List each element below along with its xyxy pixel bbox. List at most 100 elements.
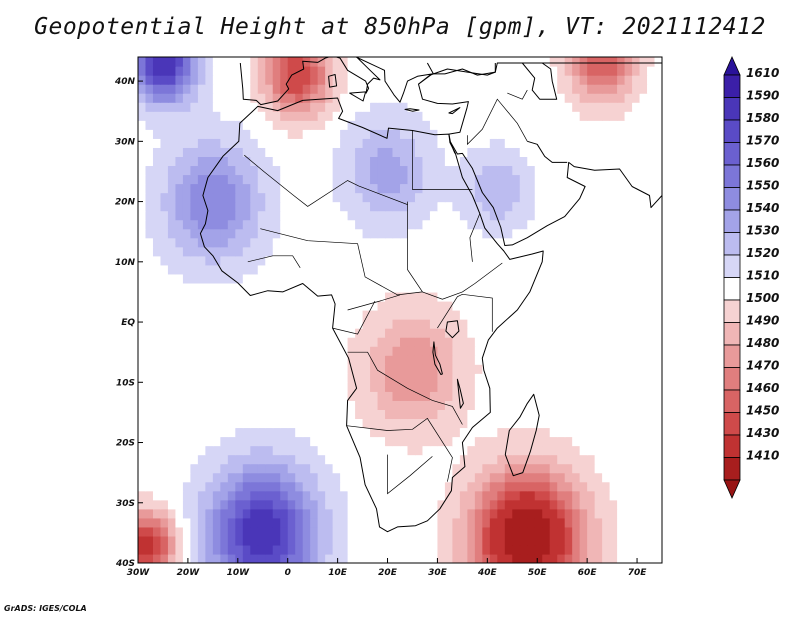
- field-cell: [182, 129, 191, 139]
- field-cell: [422, 400, 431, 410]
- field-cell: [534, 111, 543, 121]
- field-cell: [482, 147, 491, 157]
- field-cell: [160, 57, 169, 67]
- field-cell: [197, 436, 206, 447]
- field-cell: [549, 156, 558, 167]
- field-cell: [527, 147, 536, 157]
- field-cell: [429, 544, 439, 555]
- field-cell: [317, 319, 326, 329]
- field-cell: [624, 264, 633, 275]
- field-cell: [407, 535, 416, 546]
- field-cell: [444, 264, 453, 275]
- field-cell: [145, 102, 154, 112]
- field-cell: [564, 138, 573, 148]
- field-cell: [257, 138, 266, 148]
- field-cell: [385, 66, 394, 76]
- field-cell: [564, 517, 573, 528]
- field-cell: [504, 273, 513, 284]
- field-cell: [542, 508, 551, 519]
- field-cell: [212, 463, 221, 474]
- field-cell: [400, 517, 409, 528]
- field-cell: [362, 418, 371, 429]
- field-cell: [377, 147, 386, 157]
- field-cell: [377, 526, 386, 537]
- field-cell: [437, 138, 446, 148]
- field-cell: [474, 102, 483, 112]
- field-cell: [257, 84, 266, 94]
- field-cell: [444, 300, 453, 311]
- field-cell: [197, 255, 206, 266]
- field-cell: [355, 328, 364, 338]
- field-cell: [227, 310, 236, 320]
- field-cell: [489, 310, 498, 320]
- field-cell: [152, 282, 162, 293]
- field-cell: [647, 165, 656, 176]
- field-cell: [220, 544, 229, 555]
- field-cell: [310, 355, 319, 365]
- field-cell: [594, 219, 603, 230]
- field-cell: [482, 391, 491, 401]
- field-cell: [190, 228, 199, 239]
- field-cell: [647, 102, 656, 112]
- field-cell: [160, 346, 169, 356]
- field-cell: [519, 535, 528, 546]
- field-cell: [332, 120, 341, 130]
- field-cell: [265, 84, 274, 94]
- field-cell: [632, 273, 641, 284]
- field-cell: [654, 490, 662, 501]
- field-cell: [287, 84, 296, 94]
- field-cell: [624, 66, 633, 76]
- field-cell: [549, 454, 558, 465]
- field-cell: [579, 346, 588, 356]
- field-cell: [534, 201, 543, 212]
- field-cell: [542, 102, 551, 112]
- field-cell: [325, 373, 334, 383]
- field-cell: [227, 427, 236, 438]
- field-cell: [407, 93, 416, 103]
- field-cell: [355, 553, 364, 563]
- field-cell: [639, 319, 648, 329]
- field-cell: [437, 310, 446, 320]
- field-cell: [639, 346, 648, 356]
- field-cell: [220, 481, 229, 492]
- field-cell: [400, 66, 409, 76]
- field-cell: [459, 472, 468, 483]
- field-cell: [167, 111, 177, 121]
- field-cell: [564, 427, 573, 438]
- field-cell: [197, 66, 206, 76]
- field-cell: [549, 310, 558, 320]
- field-cell: [527, 454, 536, 465]
- field-cell: [377, 66, 386, 76]
- field-cell: [175, 129, 184, 139]
- field-cell: [534, 273, 543, 284]
- field-cell: [227, 264, 236, 275]
- field-cell: [444, 544, 453, 555]
- field-cell: [602, 300, 611, 311]
- field-cell: [609, 481, 618, 492]
- field-cell: [250, 526, 259, 537]
- field-cell: [534, 535, 543, 546]
- field-cell: [220, 237, 229, 248]
- field-cell: [257, 382, 266, 392]
- field-cell: [227, 201, 236, 212]
- field-cell: [572, 382, 581, 392]
- field-cell: [624, 183, 633, 194]
- field-cell: [138, 264, 147, 275]
- field-cell: [385, 337, 394, 347]
- field-cell: [145, 165, 154, 176]
- field-cell: [549, 75, 558, 85]
- field-cell: [242, 192, 251, 203]
- field-cell: [512, 66, 521, 76]
- field-cell: [632, 291, 641, 302]
- field-cell: [407, 436, 416, 447]
- field-cell: [227, 400, 236, 410]
- field-cell: [467, 219, 476, 230]
- field-cell: [362, 400, 371, 410]
- field-cell: [624, 165, 633, 176]
- field-cell: [355, 192, 364, 203]
- field-cell: [444, 228, 453, 239]
- field-cell: [175, 499, 184, 510]
- field-cell: [205, 490, 214, 501]
- field-cell: [355, 300, 364, 311]
- field-cell: [212, 499, 221, 510]
